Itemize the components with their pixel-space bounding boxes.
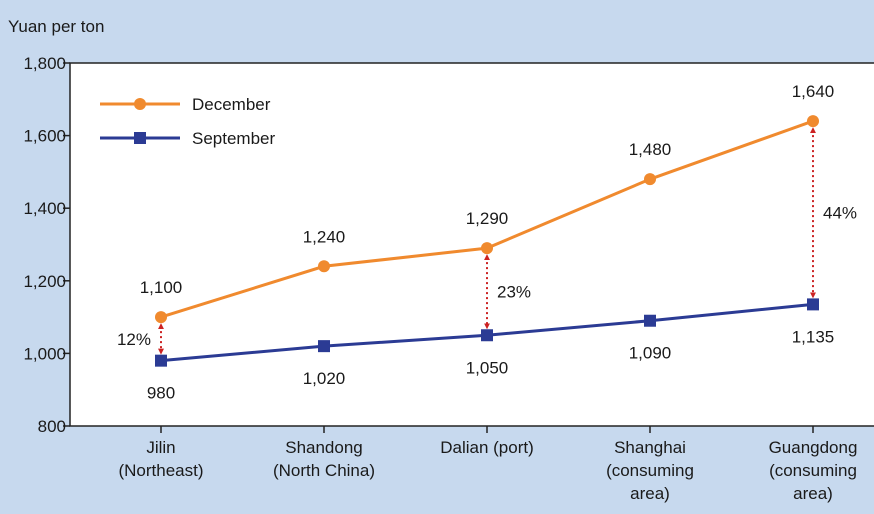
data-point-september [481,329,493,342]
y-tick-label: 800 [38,417,66,436]
plot-area [69,62,874,427]
data-point-september [318,340,330,353]
legend-marker-september [134,132,146,144]
y-axis-label: Yuan per ton [8,17,104,36]
x-tick-label: (North China) [273,461,375,480]
data-point-september [155,354,167,367]
x-tick-label: Jilin [146,438,175,457]
x-tick-label: Dalian (port) [440,438,534,457]
y-tick-label: 1,000 [23,344,66,363]
x-tick-label: area) [630,484,670,503]
legend-marker-december [134,98,146,110]
data-point-december [644,173,656,186]
data-point-september [807,298,819,311]
data-point-september [644,314,656,327]
data-label: 1,100 [140,278,183,297]
x-tick-label: Shanghai [614,438,686,457]
legend-label-september: September [192,129,275,148]
data-label: 1,240 [303,227,346,246]
data-point-december [807,115,819,128]
legend-label-december: December [192,95,271,114]
data-label: 980 [147,384,175,403]
data-label: 1,135 [792,327,835,346]
data-point-december [155,311,167,324]
x-tick-label: (Northeast) [118,461,203,480]
data-label: 1,640 [792,82,835,101]
data-label: 1,090 [629,344,672,363]
x-tick-label: Guangdong [769,438,858,457]
data-point-december [481,242,493,255]
x-tick-label: (consuming [606,461,694,480]
x-tick-label: Shandong [285,438,363,457]
y-tick-label: 1,400 [23,199,66,218]
y-tick-label: 1,600 [23,127,66,146]
x-tick-label: area) [793,484,833,503]
y-tick-label: 1,800 [23,54,66,73]
data-label: 1,480 [629,140,672,159]
percent-difference-label: 44% [823,204,857,223]
percent-difference-label: 23% [497,283,531,302]
data-point-december [318,260,330,273]
data-label: 1,020 [303,369,346,388]
x-tick-label: (consuming [769,461,857,480]
data-label: 1,050 [466,358,509,377]
data-label: 1,290 [466,209,509,228]
y-tick-label: 1,200 [23,272,66,291]
percent-difference-label: 12% [117,330,151,349]
